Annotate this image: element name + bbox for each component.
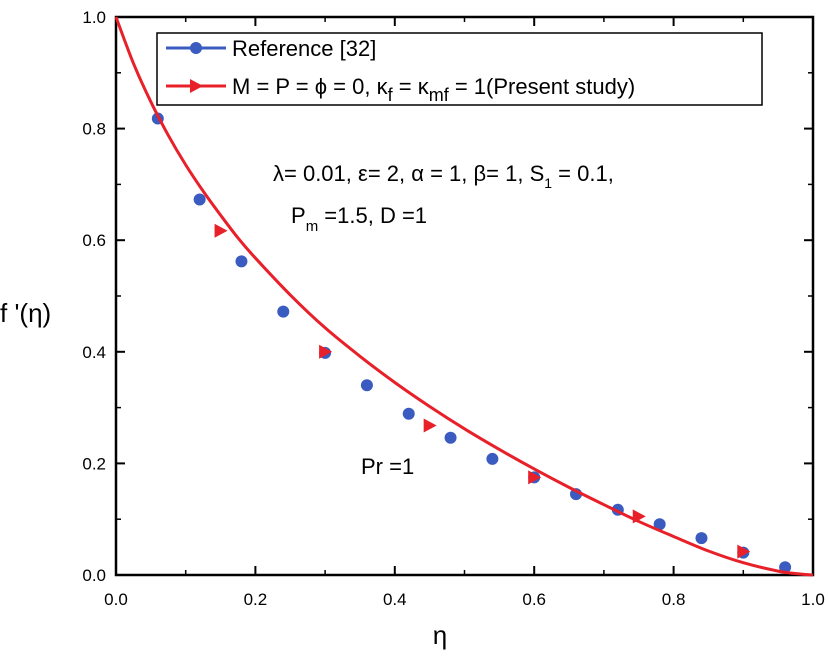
x-axis-label: η	[433, 620, 447, 650]
legend: Reference [32] M = P = ϕ = 0, κf = κmf =…	[156, 32, 763, 106]
y-tick-label: 0.4	[82, 343, 106, 362]
reference-point	[235, 255, 248, 268]
present-study-marker	[423, 418, 437, 433]
reference-point	[360, 379, 373, 392]
pr-annotation: Pr =1	[361, 454, 414, 479]
reference-point	[486, 452, 499, 465]
legend-box	[156, 32, 763, 106]
legend-label-reference: Reference [32]	[232, 36, 376, 61]
reference-point	[653, 518, 666, 531]
reference-point	[444, 431, 457, 444]
y-tick-label: 0.2	[82, 454, 106, 473]
x-tick-label: 0.4	[383, 590, 407, 609]
x-tick-label: 0.0	[104, 590, 128, 609]
present-study-marker	[632, 509, 646, 524]
x-tick-label: 0.8	[662, 590, 686, 609]
x-tick-label: 1.0	[801, 590, 825, 609]
params-annotation-line1: λ= 0.01, ε= 2, α = 1, β= 1, S1 = 0.1,	[273, 161, 614, 191]
present-study-line	[114, 16, 814, 577]
params-annotation-line2: Pm =1.5, D =1	[291, 203, 427, 235]
x-tick-label: 0.2	[244, 590, 268, 609]
x-tick-label: 0.6	[522, 590, 546, 609]
y-tick-label: 0.8	[82, 120, 106, 139]
legend-label-present: M = P = ϕ = 0, κf = κmf = 1(Present stud…	[232, 74, 635, 105]
present-study-marker	[319, 344, 333, 359]
y-tick-label: 0.6	[82, 231, 106, 250]
reference-point	[695, 532, 708, 545]
y-axis-label: f '(η)	[0, 298, 51, 328]
legend-marker-reference	[190, 42, 202, 54]
reference-point	[402, 407, 415, 420]
axis-ticks: 0.0 0.2 0.4 0.6 0.8 1.0 0.0 0.2 0.4 0.6 0.8 1.0	[82, 8, 824, 609]
reference-point	[779, 561, 792, 574]
present-study-marker	[737, 544, 751, 559]
y-tick-label: 0.0	[82, 566, 106, 585]
series-layer	[114, 16, 814, 577]
reference-point	[277, 305, 290, 318]
present-study-marker	[214, 223, 228, 238]
reference-point	[193, 193, 206, 206]
present-study-marker	[528, 470, 542, 485]
y-tick-label: 1.0	[82, 8, 106, 27]
legend-marker-present	[190, 79, 203, 93]
